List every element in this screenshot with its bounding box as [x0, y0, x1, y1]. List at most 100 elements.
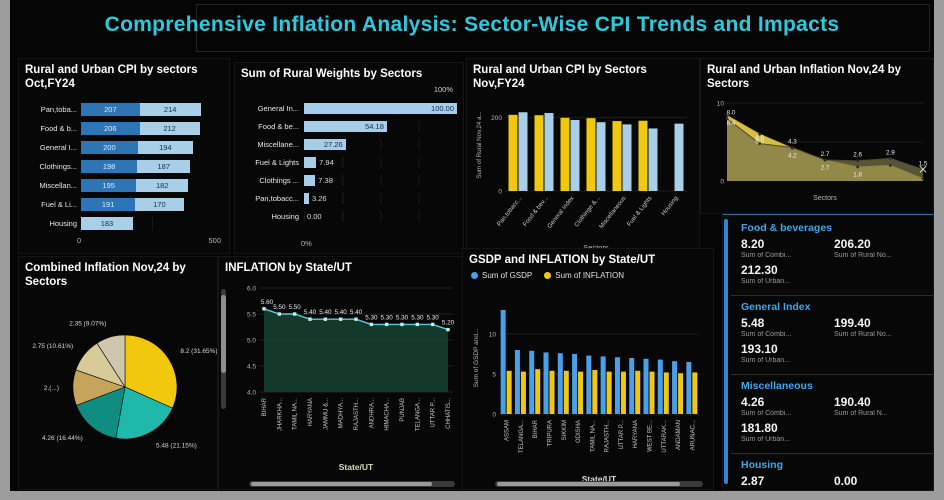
area-series-urban[interactable] — [727, 118, 923, 182]
column-gsdp[interactable] — [600, 355, 606, 414]
data-point[interactable] — [415, 322, 420, 326]
column-gsdp[interactable] — [686, 361, 692, 414]
column-inflation[interactable] — [635, 370, 641, 414]
column-inflation[interactable] — [692, 371, 698, 414]
data-point[interactable] — [725, 114, 729, 118]
column-gsdp[interactable] — [514, 349, 520, 414]
data-point[interactable] — [888, 164, 892, 167]
data-point[interactable] — [369, 322, 374, 326]
horizontal-scrollbar-thumb[interactable] — [251, 482, 433, 486]
bar[interactable]: 27.26 — [304, 139, 346, 151]
column-inflation[interactable] — [620, 371, 626, 414]
horizontal-scrollbar[interactable] — [495, 481, 703, 487]
pie-slice[interactable] — [124, 334, 178, 409]
data-point[interactable] — [430, 322, 435, 326]
column-inflation[interactable] — [678, 372, 684, 414]
data-label: 5.40 — [304, 309, 317, 316]
column-gsdp[interactable] — [629, 357, 635, 414]
bar-segment-rural[interactable]: 206 — [81, 122, 140, 136]
cards-scrollbar[interactable] — [724, 219, 728, 484]
column-urban[interactable] — [648, 128, 658, 192]
bar[interactable] — [304, 157, 317, 169]
column-inflation[interactable] — [649, 371, 655, 414]
data-point[interactable] — [790, 146, 794, 149]
data-point[interactable] — [262, 306, 266, 311]
data-point[interactable] — [856, 165, 860, 169]
column-inflation[interactable] — [506, 370, 512, 414]
data-point[interactable] — [823, 158, 827, 162]
data-point[interactable] — [308, 317, 312, 321]
data-point[interactable] — [888, 157, 892, 160]
data-point[interactable] — [758, 142, 762, 146]
column-rural[interactable] — [508, 114, 518, 192]
column-inflation[interactable] — [592, 369, 598, 414]
bar-segment-rural[interactable]: 207 — [81, 103, 140, 117]
bar-segment-urban[interactable]: 183 — [81, 217, 133, 231]
data-point[interactable] — [277, 311, 282, 316]
data-point[interactable] — [323, 317, 328, 321]
bar[interactable]: 54.18 — [304, 121, 387, 133]
bar-segment-rural[interactable]: 195 — [81, 179, 137, 193]
data-point[interactable] — [758, 132, 762, 136]
column-urban[interactable] — [570, 120, 580, 192]
column-gsdp[interactable] — [614, 356, 620, 414]
column-urban[interactable] — [622, 124, 632, 192]
data-point[interactable] — [384, 322, 389, 326]
column-urban[interactable] — [674, 123, 684, 192]
bar-segment-urban[interactable]: 182 — [136, 179, 189, 193]
data-point[interactable] — [725, 117, 729, 121]
bar[interactable] — [304, 175, 316, 187]
column-gsdp[interactable] — [657, 359, 663, 414]
column-inflation[interactable] — [563, 370, 569, 414]
column-gsdp[interactable] — [586, 355, 592, 414]
bar-segment-rural[interactable]: 198 — [81, 160, 138, 174]
data-point[interactable] — [354, 317, 358, 321]
area-fill[interactable] — [264, 308, 448, 392]
column-gsdp[interactable] — [557, 352, 563, 414]
pie-slice[interactable] — [115, 386, 173, 440]
data-point[interactable] — [400, 322, 404, 326]
column-gsdp[interactable] — [672, 360, 678, 414]
column-rural[interactable] — [560, 117, 570, 192]
column-rural[interactable] — [638, 120, 648, 192]
bar[interactable] — [304, 193, 309, 205]
column-inflation[interactable] — [549, 370, 555, 414]
data-point[interactable] — [446, 327, 450, 331]
column-gsdp[interactable] — [543, 351, 549, 414]
column-rural[interactable] — [586, 118, 596, 192]
column-inflation[interactable] — [606, 371, 612, 414]
column-gsdp[interactable] — [572, 353, 578, 414]
vertical-slider-thumb[interactable] — [221, 295, 226, 373]
data-point[interactable] — [338, 317, 343, 321]
bar-segment-urban[interactable]: 187 — [137, 160, 191, 174]
column-rural[interactable] — [612, 121, 622, 192]
column-urban[interactable] — [544, 113, 554, 192]
bar-segment-rural[interactable]: 191 — [81, 198, 136, 212]
column-gsdp[interactable] — [500, 309, 506, 414]
data-point[interactable] — [292, 311, 297, 316]
horizontal-scrollbar[interactable] — [249, 481, 455, 487]
data-point[interactable] — [921, 177, 925, 181]
column-inflation[interactable] — [535, 368, 541, 414]
column-inflation[interactable] — [663, 371, 669, 414]
bar-segment-urban[interactable]: 170 — [135, 198, 184, 212]
horizontal-scrollbar-thumb[interactable] — [497, 482, 681, 486]
bar-track: 3.26 — [304, 193, 457, 205]
pie-slice[interactable] — [75, 386, 126, 439]
column-inflation[interactable] — [578, 371, 584, 414]
vertical-slider[interactable] — [221, 289, 226, 409]
bar-segment-urban[interactable]: 212 — [139, 122, 200, 136]
column-rural[interactable] — [534, 115, 544, 192]
bar-segment-urban[interactable]: 194 — [137, 141, 193, 155]
data-point[interactable] — [856, 159, 860, 163]
column-inflation[interactable] — [520, 371, 526, 414]
column-urban[interactable] — [518, 112, 528, 192]
bar-track: 183 — [81, 217, 223, 231]
bar[interactable]: 100.00 — [304, 103, 457, 115]
column-gsdp[interactable] — [529, 350, 535, 414]
bar-segment-rural[interactable]: 200 — [81, 141, 138, 155]
column-urban[interactable] — [596, 122, 606, 192]
column-gsdp[interactable] — [643, 358, 649, 414]
bar-segment-urban[interactable]: 214 — [139, 103, 201, 117]
pie-slice[interactable] — [96, 334, 126, 389]
